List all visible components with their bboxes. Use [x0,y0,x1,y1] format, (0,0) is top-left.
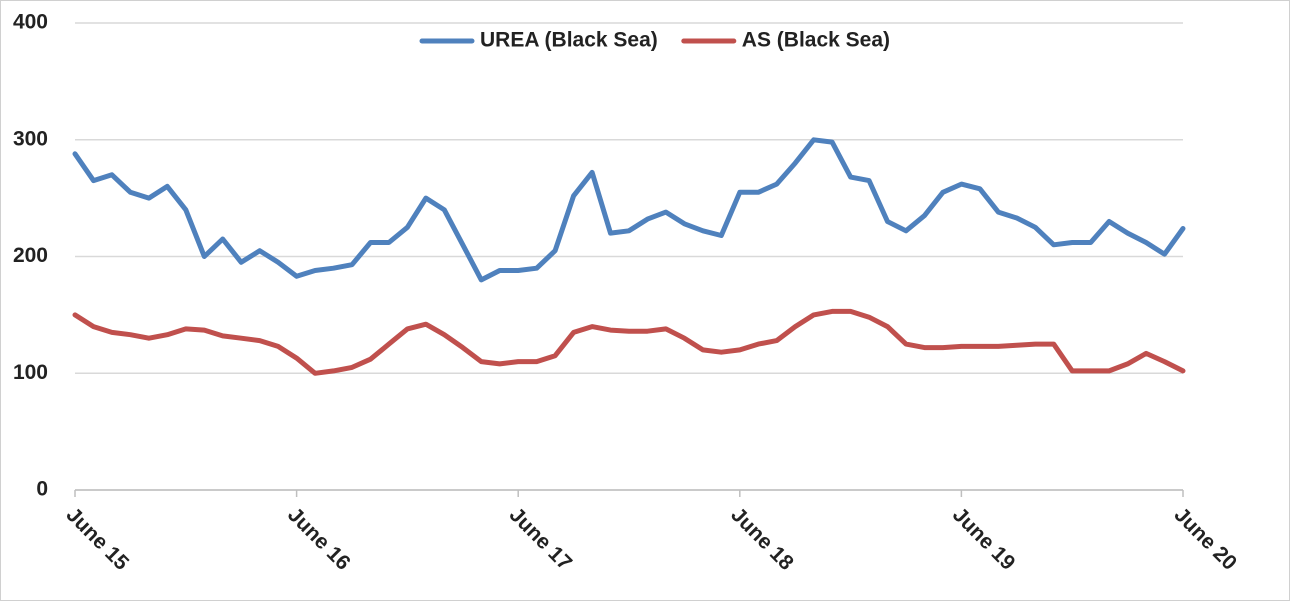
y-tick-label: 400 [13,11,48,34]
series-line [72,137,1186,283]
legend-label: UREA (Black Sea) [480,29,658,52]
legend: UREA (Black Sea) AS (Black Sea) [419,29,890,52]
y-tick-label: 200 [13,244,48,267]
legend-label: AS (Black Sea) [742,29,890,52]
series-line [72,308,1186,376]
y-tick-label: 300 [13,127,48,150]
y-tick-label: 0 [36,478,48,501]
y-tick-label: 100 [13,361,48,384]
